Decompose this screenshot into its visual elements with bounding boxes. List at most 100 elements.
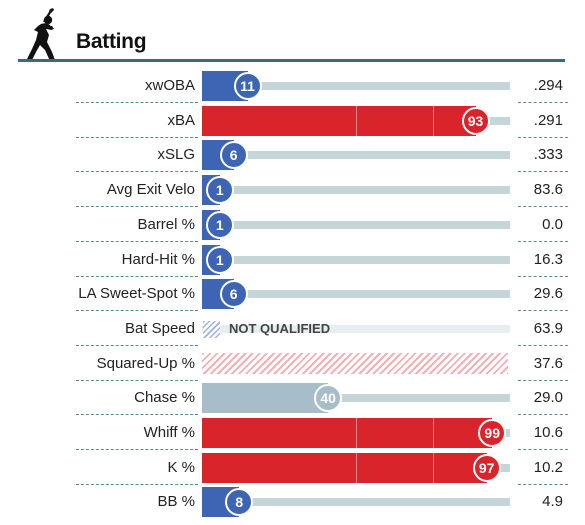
row-separator	[518, 344, 568, 346]
row-separator	[518, 414, 568, 416]
bar-gridline	[356, 418, 357, 448]
metric-label: Squared-Up %	[96, 354, 195, 372]
percentile-row: K % 97 10.2	[0, 450, 585, 486]
metric-label: xSLG	[157, 146, 195, 164]
metric-label: Avg Exit Velo	[106, 181, 195, 199]
section-header: Batting	[18, 8, 565, 62]
row-separator	[76, 414, 198, 416]
percentile-bubble: 11	[233, 72, 262, 100]
row-separator	[518, 206, 568, 208]
metric-label: Whiff %	[143, 424, 195, 441]
metric-label: BB %	[157, 493, 195, 511]
percentile-bubble: 8	[225, 488, 254, 517]
bar-gridline	[356, 105, 357, 136]
percentile-bubble: 97	[472, 453, 501, 482]
metric-label: Barrel %	[137, 215, 195, 233]
metric-label: K %	[167, 458, 195, 476]
percentile-bubble: 93	[461, 106, 490, 135]
metric-value: 83.6	[533, 181, 563, 199]
not-qualified-label: NOT QUALIFIED	[229, 320, 331, 336]
row-separator	[518, 136, 568, 138]
percentile-track	[202, 82, 510, 90]
row-separator	[518, 449, 568, 450]
percentile-row: Chase % 40 29.0	[0, 380, 585, 416]
row-separator	[518, 171, 568, 173]
metric-value: 29.6	[533, 285, 563, 303]
row-separator	[76, 206, 198, 208]
row-separator	[518, 310, 568, 312]
percentile-track	[202, 220, 510, 229]
metric-value: 37.6	[533, 354, 563, 372]
percentile-track	[202, 394, 510, 403]
percentile-track	[202, 186, 510, 195]
row-separator	[76, 275, 198, 277]
percentile-row: Whiff % 99 10.6	[0, 415, 585, 451]
percentile-bubble: 1	[205, 176, 234, 205]
row-separator	[76, 102, 198, 103]
metric-value: 29.0	[533, 389, 563, 407]
bar-gridline	[356, 452, 357, 483]
metric-value: 0.0	[542, 215, 563, 233]
bar-gridline	[433, 418, 434, 448]
percentile-track	[202, 324, 510, 333]
metric-value: .291	[533, 111, 563, 129]
metric-label: LA Sweet-Spot %	[78, 285, 195, 303]
row-separator	[76, 379, 198, 381]
percentile-track	[202, 498, 510, 507]
row-separator	[76, 483, 198, 485]
percentile-bar	[202, 105, 476, 136]
row-separator	[76, 240, 198, 242]
row-separator	[518, 379, 568, 381]
hatch-swatch	[203, 320, 220, 338]
percentile-track	[202, 290, 510, 299]
bar-gridline	[433, 105, 434, 136]
percentile-track	[202, 255, 510, 264]
metric-label: Hard-Hit %	[121, 250, 195, 268]
percentile-row: BB % 8 4.9	[0, 484, 585, 520]
hatched-bar	[202, 352, 508, 374]
row-separator	[518, 102, 568, 103]
percentile-bubble: 99	[478, 419, 507, 447]
metric-label: Bat Speed	[124, 319, 195, 337]
row-separator	[518, 275, 568, 277]
metric-value: .333	[533, 146, 563, 164]
percentile-row: xBA 93 .291	[0, 103, 585, 139]
percentile-bubble: 40	[314, 384, 343, 413]
percentile-bar	[202, 452, 487, 483]
row-separator	[76, 171, 198, 173]
percentile-bubble: 1	[205, 210, 234, 239]
row-separator	[76, 344, 198, 346]
bar-gridline	[433, 452, 434, 483]
percentile-track	[202, 151, 510, 160]
row-separator	[76, 136, 198, 138]
row-separator	[76, 310, 198, 312]
percentile-bubble: 1	[205, 245, 234, 274]
metric-label: xBA	[167, 111, 195, 129]
percentile-bar	[202, 418, 493, 448]
percentile-row: LA Sweet-Spot % 6 29.6	[0, 276, 585, 312]
percentile-row: Squared-Up % 37.6	[0, 346, 585, 382]
percentile-row: Avg Exit Velo 1 83.6	[0, 172, 585, 208]
row-separator	[76, 449, 198, 450]
metric-value: 63.9	[533, 319, 563, 337]
batter-silhouette-icon	[27, 8, 55, 61]
percentile-bar	[202, 383, 329, 414]
percentile-row: Hard-Hit % 1 16.3	[0, 242, 585, 278]
page-title: Batting	[76, 30, 147, 53]
metric-value: 10.6	[533, 424, 563, 441]
metric-value: .294	[533, 77, 563, 94]
metric-value: 10.2	[533, 458, 563, 476]
metric-label: Chase %	[134, 389, 195, 407]
row-separator	[518, 483, 568, 485]
percentile-row: xSLG 6 .333	[0, 137, 585, 173]
header-rule	[18, 59, 565, 62]
metric-value: 16.3	[533, 250, 563, 268]
row-separator	[518, 240, 568, 242]
percentile-row: Bat Speed NOT QUALIFIED 63.9	[0, 311, 585, 347]
percentile-row: xwOBA 11 .294	[0, 68, 585, 104]
percentile-row: Barrel % 1 0.0	[0, 207, 585, 243]
percentile-bubble: 6	[219, 141, 248, 170]
metric-label: xwOBA	[144, 77, 195, 94]
metric-value: 4.9	[542, 493, 563, 511]
percentile-bubble: 6	[219, 280, 248, 309]
